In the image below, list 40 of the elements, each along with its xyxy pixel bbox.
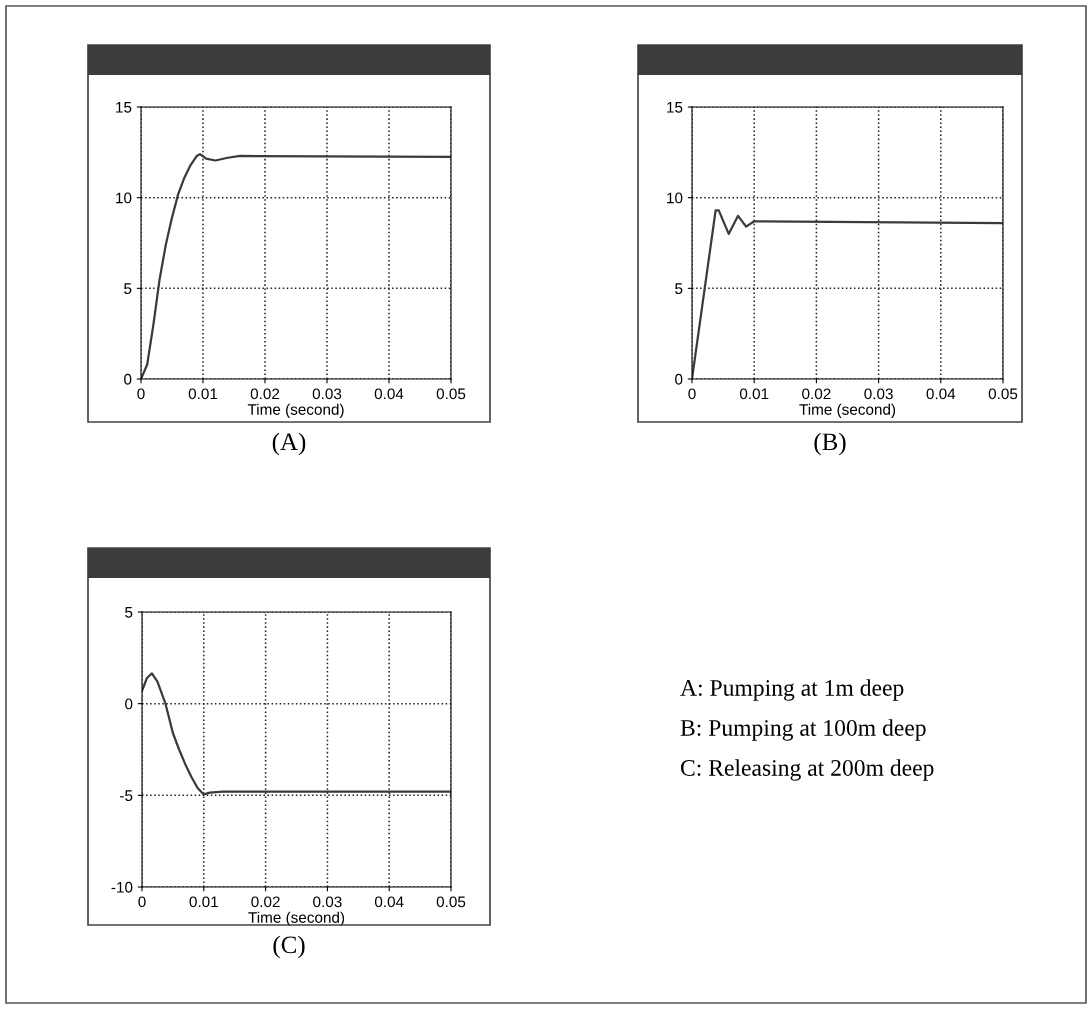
x-tick-label: 0.02 (251, 896, 280, 908)
x-tick-label: 0.04 (926, 388, 956, 400)
x-axis-title: Time (second) (799, 403, 896, 418)
x-tick-label: 0.01 (189, 896, 218, 908)
y-tick-label: 0 (125, 698, 133, 710)
y-tick-label: -5 (120, 790, 133, 802)
y-tick-label: 5 (675, 283, 683, 295)
x-tick-label: 0.03 (312, 388, 342, 400)
text: B: Pumping at 100m deep (680, 719, 926, 741)
y-tick-label: 10 (116, 192, 132, 204)
x-tick-label: 0 (688, 388, 696, 400)
line-series (142, 672, 451, 796)
text: (B) (814, 432, 846, 456)
x-tick-label: 0.01 (739, 388, 769, 400)
y-tick-label: 15 (116, 102, 132, 113)
y-tick-label: 10 (667, 192, 683, 204)
text: C: Releasing at 200m deep (680, 759, 934, 781)
y-tick-label: 0 (124, 373, 132, 385)
x-tick-label: 0.02 (802, 388, 831, 400)
x-tick-label: 0 (137, 388, 145, 400)
x-tick-label: 0.03 (864, 388, 893, 400)
y-tick-label: 5 (124, 283, 132, 295)
x-tick-label: 0.01 (188, 388, 218, 400)
x-tick-label: 0.04 (374, 388, 404, 400)
x-tick-label: 0.03 (313, 896, 342, 908)
x-tick-label: 0.05 (436, 896, 466, 908)
text: A: Pumping at 1m deep (680, 679, 904, 701)
text: (C) (273, 935, 305, 959)
x-axis-title: Time (second) (247, 403, 344, 418)
x-axis-title: Time (second) (248, 911, 345, 926)
text: (A) (272, 432, 306, 456)
y-tick-label: 5 (125, 607, 133, 618)
x-tick-label: 0.05 (988, 388, 1018, 400)
y-tick-label: 0 (675, 373, 683, 385)
x-tick-label: 0.05 (436, 388, 466, 400)
y-tick-label: -10 (111, 881, 133, 893)
x-tick-label: 0.02 (250, 388, 280, 400)
y-tick-label: 15 (667, 102, 683, 113)
x-tick-label: 0 (138, 896, 146, 908)
x-tick-label: 0.04 (374, 896, 404, 908)
